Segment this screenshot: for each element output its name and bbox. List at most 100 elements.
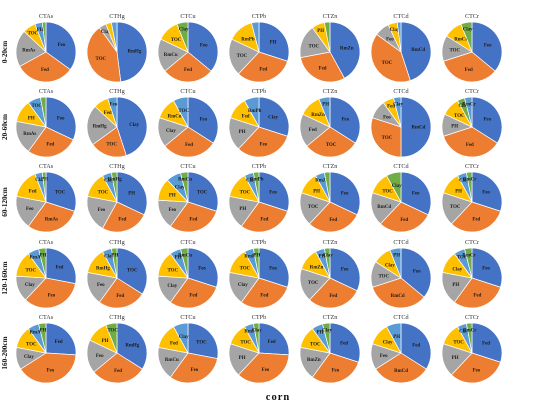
pie-slice-toc [187,171,219,212]
pie-slice-fed [443,51,496,83]
slice-label: RmZn [340,46,354,51]
pie-slice-toc [92,126,127,158]
slice-label: RmCr [462,253,476,258]
slice-label: Fed [387,105,395,110]
slice-label: PH [169,193,176,198]
slice-label: PH [455,190,462,195]
slice-label: TOC [107,329,118,334]
slice-label: TOC [382,136,393,141]
pie-cthg-0-20cm: RmHg TOC Clay [86,21,148,83]
slice-label: Feo [97,208,105,213]
pie-slice-fed [169,201,217,233]
pie-slice-feo [187,21,219,72]
slice-label: PH [239,130,246,135]
slice-label: RmCd [391,294,405,299]
slice-label: TOC [167,268,178,273]
slice-label: PH [239,207,246,212]
slice-label: Fed [104,111,112,116]
pie-ctcd-120-160cm: Feo RmCd TOC Clay PH [370,247,432,309]
pie-slice-rmcu [180,247,189,279]
slice-label: Clay [393,102,403,107]
slice-label: PH [452,283,459,288]
column-title-ctas: CTAs [39,163,54,170]
pie-slice-fed [169,277,217,309]
slice-label: Clay [35,178,45,183]
slice-label: Fed [329,218,337,223]
pie-slice-feo [237,126,288,158]
pie-slice-fed [98,277,143,309]
pie-slice-ph [252,247,260,279]
slice-label: Clay [463,28,473,33]
slice-label: PH [313,190,320,195]
slice-label: RmCr [454,37,468,42]
pie-slice-toc [105,322,118,354]
slice-label: TOC [178,109,189,114]
pie-slice-ph [318,96,331,128]
pie-slice-fed [443,126,498,158]
column-title-ctzn: CTZn [323,163,338,170]
pie-slice-rmcd [400,96,432,158]
slice-label: Feo [473,369,481,374]
slice-label: Clay [392,184,402,189]
column-title-ctas: CTAs [39,239,54,246]
pie-ctcr-0-20cm: Feo Fed TOC RmCr Clay [441,21,503,83]
slice-label: RmZn [310,266,324,271]
slice-label: TOC [31,104,42,109]
slice-label: RmAs [30,256,43,261]
slice-label: PH [40,328,47,333]
pie-slice-rmzn [329,21,361,79]
slice-label: Fed [319,66,327,71]
slice-label: TOC [197,190,208,195]
pie-slice-rmhg [110,171,118,203]
row-label-60-120cm: 60-120cm [1,187,9,217]
pie-slice-clay [322,322,331,354]
slice-label: Fed [242,115,250,120]
slice-label: Clay [104,255,114,260]
slice-label: RmPb [250,177,264,182]
column-title-ctpb: CTPb [252,314,266,321]
slice-label: TOC [26,342,37,347]
pie-slice-rmcd [400,21,432,81]
slice-label: PH [41,177,48,182]
pie-slice-ph [389,247,402,279]
pie-slice-fed [164,51,212,83]
slice-label: TOC [237,54,248,59]
slice-label: RmCu [165,358,179,363]
slice-label: PH [393,335,400,340]
pie-slice-clay [258,96,290,137]
slice-label: TOC [450,205,461,210]
column-title-ctzn: CTZn [323,314,338,321]
column-title-ctpb: CTPb [252,239,266,246]
slice-label: PH [393,254,400,259]
pie-slice-feo [329,171,361,216]
column-titles: CTAs CTHg CTCu CTPb CTZn CTCd CTCr CTAs CTHg CTCu… [39,13,479,321]
pie-slice-fed [379,201,429,233]
slice-label: PH [37,28,44,33]
slice-label: Feo [380,354,388,359]
column-title-ctcr: CTCr [465,239,479,246]
pie-slice-ph [251,21,260,53]
slice-label: Fed [329,294,337,299]
slice-label: Feo [332,368,340,373]
slice-label: RmCr [463,177,477,182]
column-title-ctcr: CTCr [465,314,479,321]
slice-label: Clay [459,330,469,335]
pie-slice-clay [323,21,331,53]
slice-label: PH [322,103,329,108]
pie-slice-fed [258,322,290,356]
column-title-ctcd: CTCd [393,88,409,95]
slice-label: PH [102,339,109,344]
slice-label: Feo [97,283,105,288]
slice-label: Feo [269,190,277,195]
slice-label: Clay [459,179,469,184]
pie-slice-clay [173,322,189,354]
slice-label: RmPb [241,37,255,42]
column-title-ctcd: CTCd [393,239,409,246]
slice-label: RmCd [394,369,408,374]
pie-slice-clay [252,322,260,354]
